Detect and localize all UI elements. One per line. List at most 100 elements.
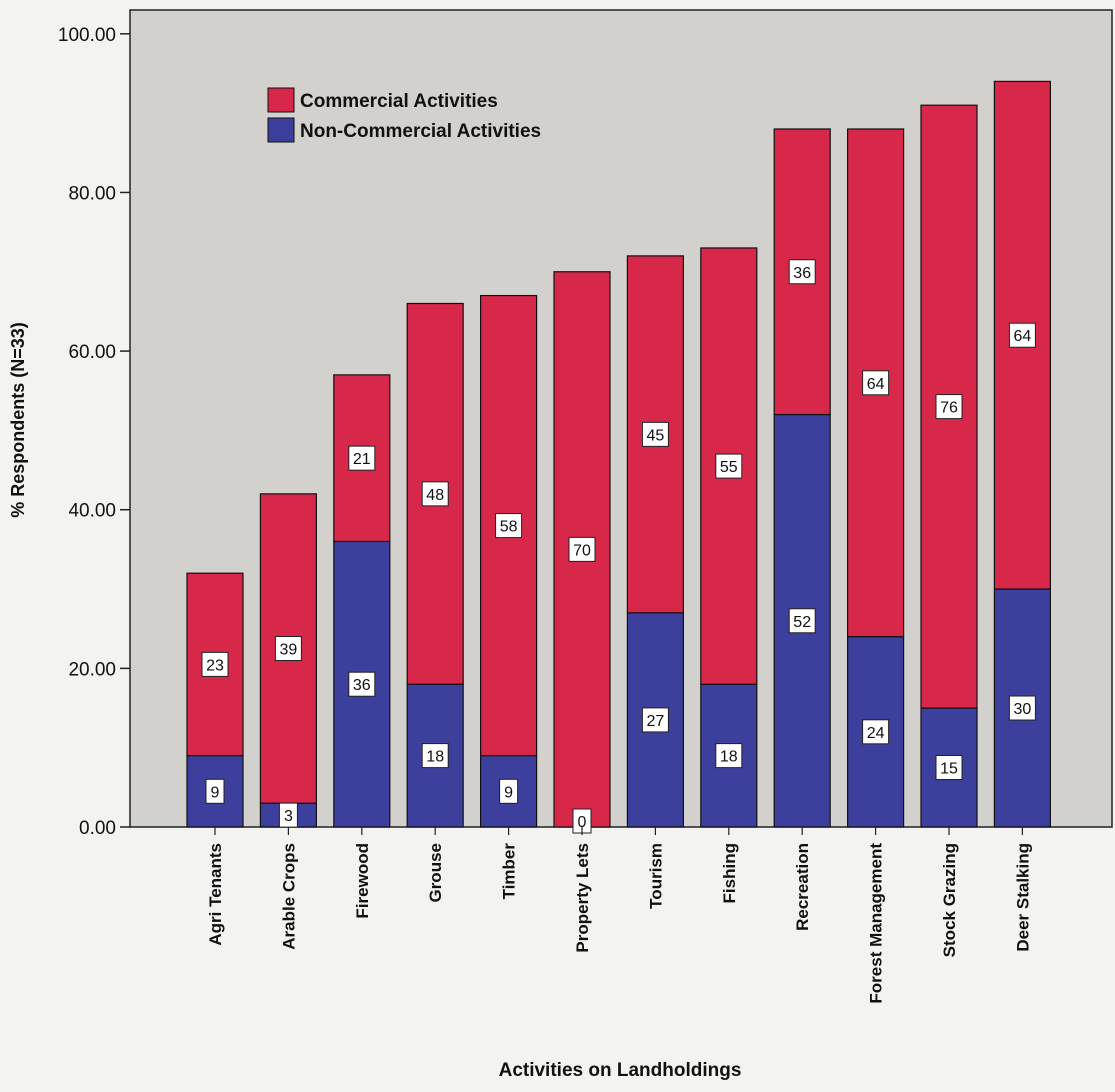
data-label-box [421, 481, 449, 507]
x-tick-label: Recreation [793, 843, 812, 931]
data-label-group: 64 [862, 370, 890, 396]
data-label-group: 30 [1008, 695, 1036, 721]
data-label-box [715, 453, 743, 479]
data-label-box [348, 671, 376, 697]
data-label-group: 3 [278, 802, 298, 828]
data-label-group: 23 [201, 651, 229, 677]
data-label-box [568, 536, 596, 562]
data-label-box [862, 719, 890, 745]
x-tick-label: Timber [500, 843, 519, 900]
legend-label: Non-Commercial Activities [300, 121, 541, 142]
data-label-group: 76 [935, 394, 963, 420]
data-label-box [201, 651, 229, 677]
data-label-box [935, 394, 963, 420]
y-tick-label: 20.00 [68, 659, 116, 680]
x-axis: Agri Tenants Arable Crops Firewood Grouse Ti… [206, 827, 1032, 1004]
y-tick-label: 80.00 [68, 183, 116, 204]
data-label-group: 39 [274, 636, 302, 662]
data-label-box [348, 445, 376, 471]
data-label-group: 58 [495, 513, 523, 539]
legend-label: Commercial Activities [300, 91, 498, 112]
data-label: 18 [720, 749, 738, 766]
x-tick-label: Deer Stalking [1013, 843, 1032, 952]
data-label: 36 [793, 265, 811, 282]
data-label-group: 21 [348, 445, 376, 471]
y-tick-label: 60.00 [68, 342, 116, 363]
data-label: 24 [867, 725, 885, 742]
y-tick-label: 0.00 [79, 818, 116, 839]
x-tick-label: Fishing [720, 843, 739, 903]
legend-swatch [267, 87, 295, 113]
data-label-group: 36 [348, 671, 376, 697]
x-tick-label: Forest Management [867, 843, 886, 1004]
legend-swatch [267, 117, 295, 143]
x-axis-title: Activities on Landholdings [499, 1060, 742, 1081]
data-label: 52 [793, 614, 811, 631]
data-label-group: 9 [205, 778, 225, 804]
data-label-box [1008, 695, 1036, 721]
data-label: 30 [1014, 701, 1032, 718]
data-label-box [421, 743, 449, 769]
data-label-group: 9 [499, 778, 519, 804]
data-label-box [1008, 322, 1036, 348]
x-tick-label: Grouse [426, 843, 445, 903]
data-label: 23 [206, 657, 224, 674]
data-label-box [715, 743, 743, 769]
x-tick-label: Tourism [646, 843, 665, 909]
data-label-group: 48 [421, 481, 449, 507]
x-tick-label: Stock Grazing [940, 843, 959, 957]
data-label: 3 [284, 808, 293, 825]
data-label-group: 45 [641, 421, 669, 447]
data-label-box [495, 513, 523, 539]
data-label: 48 [426, 487, 444, 504]
bars-layer [186, 80, 1052, 828]
data-label-box [862, 370, 890, 396]
data-label-group: 27 [641, 707, 669, 733]
x-tick-label: Property Lets [573, 843, 592, 953]
data-label-group: 64 [1008, 322, 1036, 348]
data-label-group: 70 [568, 536, 596, 562]
data-label: 9 [504, 784, 513, 801]
x-tick-label: Firewood [353, 843, 372, 919]
data-label-box [499, 778, 519, 804]
data-label: 58 [500, 519, 518, 536]
data-label: 15 [940, 761, 958, 778]
data-label: 0 [578, 814, 587, 831]
data-label: 76 [940, 400, 958, 417]
data-label-box [641, 421, 669, 447]
data-label-group: 18 [715, 743, 743, 769]
data-label: 39 [280, 642, 298, 659]
data-label-group: 52 [788, 608, 816, 634]
data-label: 21 [353, 451, 371, 468]
y-tick-label: 40.00 [68, 501, 116, 522]
bar-labels-layer: 9 23 3 39 36 21 18 48 9 58 0 70 27 45 18 55 52 36 24 64 15 76… [201, 259, 1036, 834]
y-axis-title: % Respondents (N=33) [8, 322, 28, 518]
data-label-group: 36 [788, 259, 816, 285]
data-label: 27 [647, 713, 665, 730]
data-label-group: 15 [935, 755, 963, 781]
data-label: 55 [720, 459, 738, 476]
data-label: 45 [647, 427, 665, 444]
data-label-box [274, 636, 302, 662]
data-label: 64 [867, 376, 885, 393]
data-label-box [205, 778, 225, 804]
data-label-group: 55 [715, 453, 743, 479]
data-label-group: 24 [862, 719, 890, 745]
data-label: 9 [211, 784, 220, 801]
data-label-group: 18 [421, 743, 449, 769]
x-tick-label: Agri Tenants [206, 843, 225, 946]
data-label-box [788, 608, 816, 634]
y-tick-label: 100.00 [58, 25, 116, 46]
data-label: 64 [1014, 328, 1032, 345]
data-label: 18 [426, 749, 444, 766]
data-label: 36 [353, 677, 371, 694]
x-tick-label: Arable Crops [279, 843, 298, 950]
data-label-box [935, 755, 963, 781]
data-label-box [641, 707, 669, 733]
data-label-box [788, 259, 816, 285]
legend: Commercial Activities Non-Commercial Acti… [267, 87, 541, 143]
y-axis: 0.00 20.00 40.00 60.00 80.00 100.00 [58, 25, 130, 839]
data-label: 70 [573, 542, 591, 559]
